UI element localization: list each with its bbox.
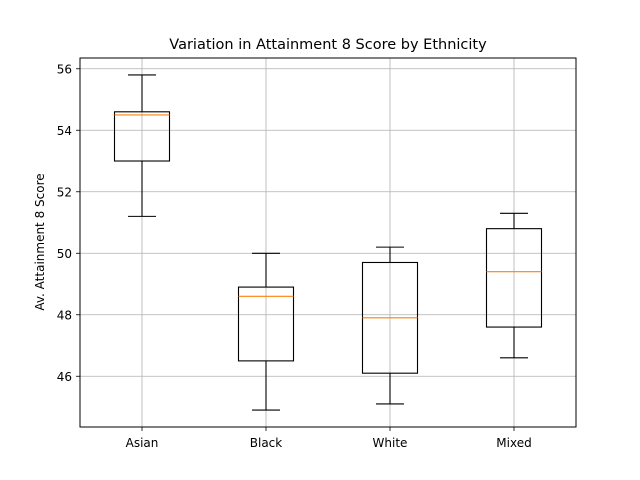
y-tick-label: 52 bbox=[57, 185, 72, 199]
y-tick-label: 56 bbox=[57, 62, 72, 76]
y-axis-label: Av. Attainment 8 Score bbox=[33, 173, 47, 310]
box-white bbox=[361, 246, 419, 405]
box-mixed bbox=[485, 212, 543, 359]
x-tick-label: White bbox=[373, 436, 408, 450]
plot-frame bbox=[79, 57, 577, 428]
box-asian bbox=[113, 74, 171, 217]
iqr-box bbox=[237, 286, 295, 362]
box-black bbox=[237, 252, 295, 411]
x-tick-label: Asian bbox=[126, 436, 159, 450]
chart-title: Variation in Attainment 8 Score by Ethni… bbox=[169, 37, 487, 53]
iqr-box bbox=[485, 228, 543, 328]
iqr-box bbox=[113, 111, 171, 162]
axis-ticks: Asian Black White Mixed 46 48 50 52 54 56 bbox=[57, 62, 532, 450]
y-tick-label: 46 bbox=[57, 370, 72, 384]
y-tick-label: 54 bbox=[57, 124, 72, 138]
x-tick-label: Black bbox=[250, 436, 283, 450]
x-tick-label: Mixed bbox=[496, 436, 531, 450]
y-tick-label: 50 bbox=[57, 247, 72, 261]
box-series bbox=[113, 74, 543, 411]
grid-lines bbox=[80, 58, 576, 427]
y-tick-label: 48 bbox=[57, 308, 72, 322]
